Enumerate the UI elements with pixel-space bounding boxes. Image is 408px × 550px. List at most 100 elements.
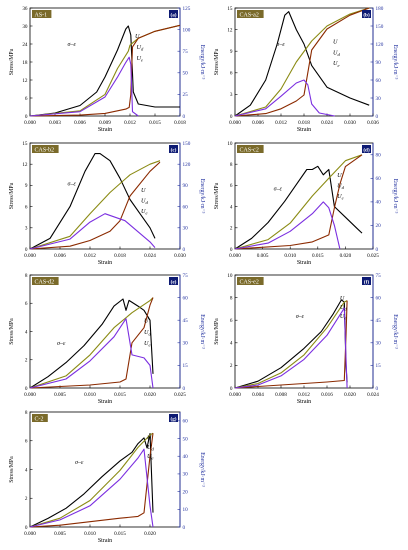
x-tick-label: 0.015 <box>114 531 126 537</box>
panel-label-text: C-2 <box>35 416 44 422</box>
panel-letter: (c) <box>169 145 178 153</box>
x-tick-label: 0.003 <box>49 120 61 126</box>
y-tick-label: 6 <box>25 301 28 307</box>
panel-letter-text: (c) <box>171 146 177 153</box>
x-axis-label: Strain <box>98 260 112 266</box>
label-Ue-main: U <box>337 193 342 200</box>
x-axis-label: Strain <box>98 399 112 405</box>
y2-tick-label: 0 <box>183 525 186 531</box>
series-Ue <box>234 201 341 250</box>
label-Ue: Ue <box>333 60 340 68</box>
x-tick-label: 0.004 <box>252 392 264 398</box>
y-tick-label: 8 <box>25 273 28 279</box>
x-tick-label: 0.000 <box>24 120 36 126</box>
y-tick-label: 24 <box>22 42 28 48</box>
label-Ud-main: U <box>337 183 342 190</box>
y-tick-label: 36 <box>22 6 28 12</box>
x-tick-label: 0.005 <box>54 531 66 537</box>
panel-label-bg <box>32 10 52 18</box>
x-axis-label: Strain <box>297 127 311 133</box>
y-tick-label: 4 <box>230 204 233 210</box>
label-U: U <box>333 39 338 46</box>
panel-label-bg <box>237 145 264 153</box>
y-tick-label: 4 <box>25 329 28 335</box>
y-tick-label: 6 <box>230 71 233 77</box>
label-Ud-main: U <box>137 44 142 51</box>
y-tick-label: 3 <box>25 226 28 232</box>
label-stress: σ–ε <box>75 460 84 466</box>
y2-axis-label: Energy/kJ·m⁻³ <box>199 314 205 349</box>
label-Ud: Ud <box>144 329 151 337</box>
panel-letter: (f) <box>362 277 371 285</box>
y2-tick-label: 15 <box>183 363 189 369</box>
y2-axis-label: Energy/kJ·m⁻³ <box>199 45 205 80</box>
label-stress: σ–ε <box>276 42 285 48</box>
series-Ud <box>29 161 161 250</box>
panel-label: CAS-b2 <box>32 145 59 153</box>
label-Ud-main: U <box>333 49 338 56</box>
label-Ue-main: U <box>144 340 149 347</box>
series-U <box>234 300 348 389</box>
y2-tick-label: 45 <box>183 318 189 324</box>
x-tick-label: 0.012 <box>124 120 136 126</box>
x-tick-label: 0.010 <box>84 392 96 398</box>
y-tick-label: 0 <box>230 247 233 253</box>
y-tick-label: 0 <box>25 386 28 392</box>
y2-tick-label: 75 <box>376 273 382 279</box>
panel-label-bg <box>32 277 59 285</box>
y2-tick-label: 50 <box>183 436 189 442</box>
x-tick-label: 0.016 <box>321 392 333 398</box>
panel-label-bg <box>32 414 48 422</box>
label-Ue-sub: e <box>145 211 147 216</box>
panel-1: 0.000 0.003 0.006 0.009 0.012 0.015 0.01806121… <box>9 6 205 133</box>
series-U <box>234 154 363 250</box>
x-tick-label: 0.010 <box>284 253 296 259</box>
x-tick-label: 0.024 <box>144 253 156 259</box>
x-axis-label: Strain <box>297 399 311 405</box>
x-tick-label: 0.036 <box>367 120 379 126</box>
label-Ud-main: U <box>141 197 146 204</box>
y2-tick-label: 25 <box>183 92 189 98</box>
y2-tick-label: 75 <box>183 49 189 55</box>
panel-letter-bg <box>169 145 178 153</box>
y2-tick-label: 0 <box>183 386 186 392</box>
series-Ue <box>29 448 154 528</box>
label-U-main: U <box>141 187 146 194</box>
series-Ud <box>234 154 363 250</box>
panel-letter-text: (d) <box>363 146 370 153</box>
y2-tick-label: 60 <box>183 295 189 301</box>
x-tick-label: 0.008 <box>275 392 287 398</box>
label-Ue-sub: e <box>337 63 339 68</box>
y-tick-label: 0 <box>25 247 28 253</box>
panel-label-text: CAS-e2 <box>240 279 259 285</box>
label-Ud: Ud <box>141 197 148 205</box>
y2-tick-label: 30 <box>183 341 189 347</box>
y2-axis-label: Energy/kJ·m⁻³ <box>392 179 398 214</box>
label-Ue-sub: e <box>342 196 344 201</box>
panel-label-bg <box>32 145 59 153</box>
panel-label: CAS-a2 <box>237 10 264 18</box>
panel-letter-bg <box>362 10 371 18</box>
label-stress: σ–ε <box>68 42 77 48</box>
y-tick-label: 8 <box>230 295 233 301</box>
y2-axis-label: Energy/kJ·m⁻³ <box>199 452 205 487</box>
label-Ud-sub: d <box>148 331 151 336</box>
y2-tick-label: 0 <box>376 114 379 120</box>
series-Ue <box>29 318 154 389</box>
series-stress <box>29 153 156 250</box>
x-tick-label: 0.025 <box>367 253 379 259</box>
label-U: U <box>340 295 345 302</box>
label-Ue-sub: e <box>151 456 153 461</box>
label-Ud-main: U <box>144 329 149 336</box>
y2-tick-label: 60 <box>376 78 382 84</box>
label-U: U <box>337 172 342 179</box>
y2-tick-label: 90 <box>376 60 382 66</box>
panel-letter-bg <box>169 277 178 285</box>
y2-tick-label: 60 <box>183 419 189 425</box>
plot-frame <box>29 7 181 117</box>
plot-frame <box>234 274 374 389</box>
x-tick-label: 0.005 <box>54 392 66 398</box>
panel-label: CAS-c2 <box>237 145 264 153</box>
panel-letter-text: (b) <box>363 11 370 18</box>
y-tick-label: 6 <box>230 183 233 189</box>
